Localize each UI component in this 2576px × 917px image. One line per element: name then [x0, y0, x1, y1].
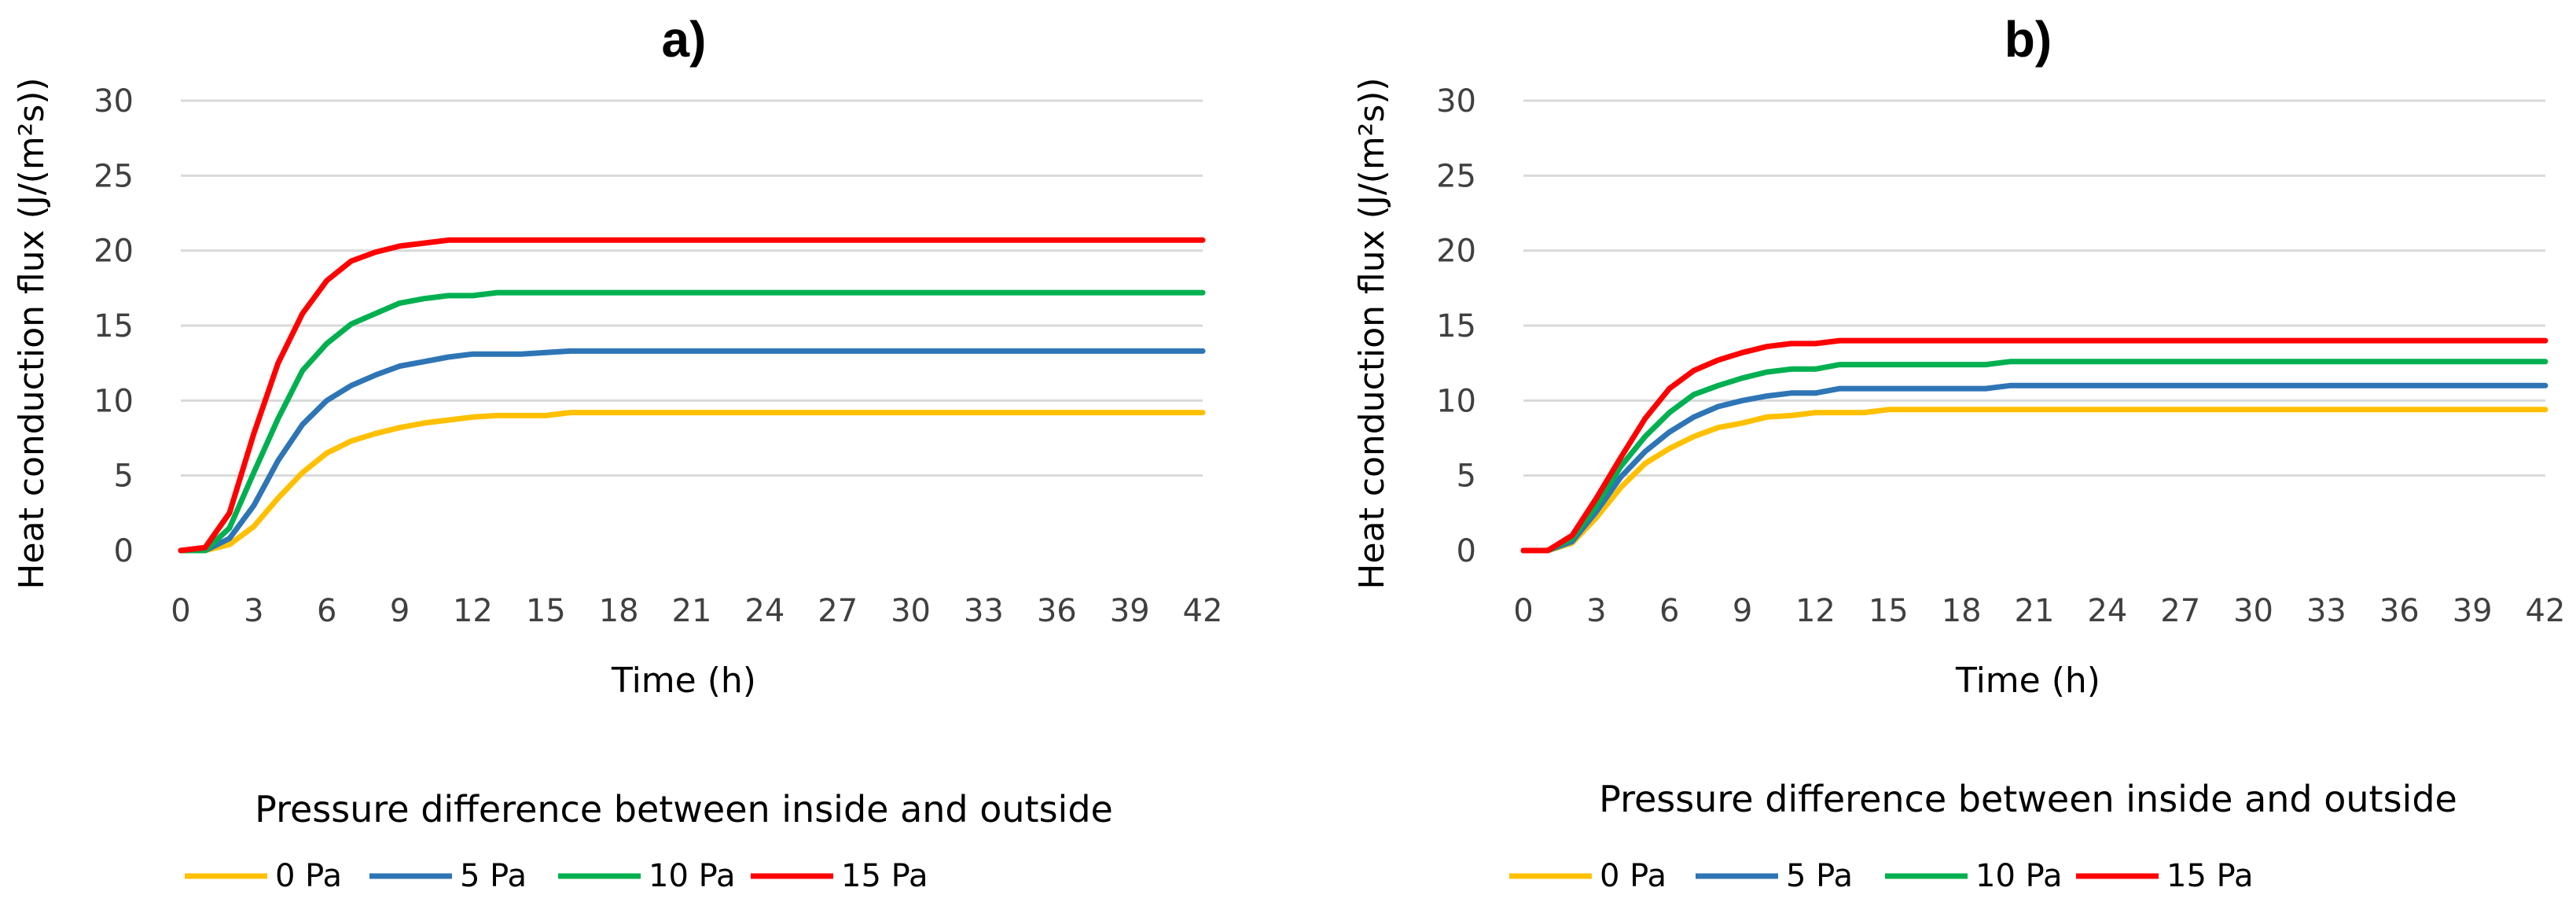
x-tick-label: 24 [744, 593, 785, 629]
x-tick-label: 6 [1659, 593, 1679, 629]
y-tick-label: 15 [94, 308, 134, 344]
x-tick-label: 15 [1869, 593, 1909, 629]
x-tick-label: 18 [599, 593, 639, 629]
legend-label: 10 Pa [649, 858, 735, 894]
y-axis-label: Heat conduction flux (J/(m²s)) [12, 77, 52, 589]
x-tick-label: 21 [2015, 593, 2055, 629]
series-line-5-pa [1520, 382, 2548, 554]
y-tick-label: 20 [1436, 234, 1476, 270]
x-tick-label: 39 [2453, 593, 2493, 629]
legend-item: 15 Pa [751, 858, 928, 894]
legend-title: Pressure difference between inside and o… [1599, 778, 2457, 820]
x-tick-label: 27 [2160, 593, 2200, 629]
legend-label: 10 Pa [1975, 858, 2062, 894]
y-tick-label: 15 [1436, 308, 1476, 344]
chart-title: b) [2005, 11, 2052, 68]
x-tick-label: 33 [964, 593, 1004, 629]
x-tick-label: 21 [672, 593, 712, 629]
x-tick-label: 0 [171, 593, 190, 629]
y-tick-label: 25 [1436, 158, 1476, 194]
y-tick-label: 10 [1436, 383, 1476, 419]
legend-item: 5 Pa [369, 858, 527, 894]
series-line-5-pa [178, 348, 1206, 554]
series-line-0-pa [1520, 407, 2548, 554]
y-tick-label: 30 [1436, 83, 1476, 120]
legend-item: 15 Pa [2076, 858, 2253, 894]
y-tick-label: 30 [94, 83, 134, 120]
x-tick-label: 27 [818, 593, 858, 629]
legend-title: Pressure difference between inside and o… [255, 788, 1113, 830]
y-tick-label: 20 [94, 234, 134, 270]
y-tick-label: 5 [1457, 458, 1476, 495]
series-line-0-pa [178, 410, 1206, 554]
legend-item: 10 Pa [1885, 858, 2062, 894]
legend-label: 5 Pa [1786, 858, 1853, 894]
series-line-10-pa [1520, 359, 2548, 554]
x-tick-label: 6 [317, 593, 336, 629]
y-tick-label: 0 [114, 533, 134, 569]
x-axis-label: Time (h) [611, 661, 756, 701]
legend-item: 0 Pa [185, 858, 342, 894]
legend-label: 5 Pa [460, 858, 527, 894]
series-line-15-pa [178, 237, 1206, 554]
legend-item: 5 Pa [1696, 858, 1853, 894]
x-tick-label: 9 [1733, 593, 1752, 629]
x-tick-label: 0 [1513, 593, 1533, 629]
series-line-15-pa [1520, 337, 2548, 554]
x-tick-label: 9 [390, 593, 410, 629]
y-tick-label: 10 [94, 383, 134, 419]
x-tick-label: 18 [1942, 593, 1982, 629]
y-tick-label: 25 [94, 158, 134, 194]
x-tick-label: 12 [453, 593, 493, 629]
y-tick-label: 0 [1457, 533, 1476, 569]
x-tick-label: 30 [891, 593, 931, 629]
legend-label: 15 Pa [2166, 858, 2253, 894]
x-tick-label: 3 [244, 593, 263, 629]
x-tick-label: 42 [2526, 593, 2566, 629]
legend-label: 0 Pa [275, 858, 342, 894]
x-tick-label: 36 [1037, 593, 1077, 629]
y-tick-label: 5 [114, 458, 134, 495]
x-tick-label: 15 [526, 593, 566, 629]
x-tick-label: 36 [2379, 593, 2420, 629]
legend-item: 10 Pa [558, 858, 735, 894]
x-tick-label: 24 [2087, 593, 2127, 629]
x-tick-label: 39 [1110, 593, 1150, 629]
series-line-10-pa [178, 289, 1206, 554]
legend-label: 0 Pa [1600, 858, 1666, 894]
legend-label: 15 Pa [841, 858, 928, 894]
legend-item: 0 Pa [1509, 858, 1666, 894]
y-axis-label: Heat conduction flux (J/(m²s)) [1352, 77, 1392, 589]
x-tick-label: 12 [1795, 593, 1836, 629]
chart-title: a) [662, 11, 707, 68]
x-tick-label: 3 [1586, 593, 1606, 629]
x-tick-label: 33 [2306, 593, 2346, 629]
x-axis-label: Time (h) [1955, 661, 2100, 701]
x-tick-label: 42 [1183, 593, 1223, 629]
x-tick-label: 30 [2233, 593, 2273, 629]
